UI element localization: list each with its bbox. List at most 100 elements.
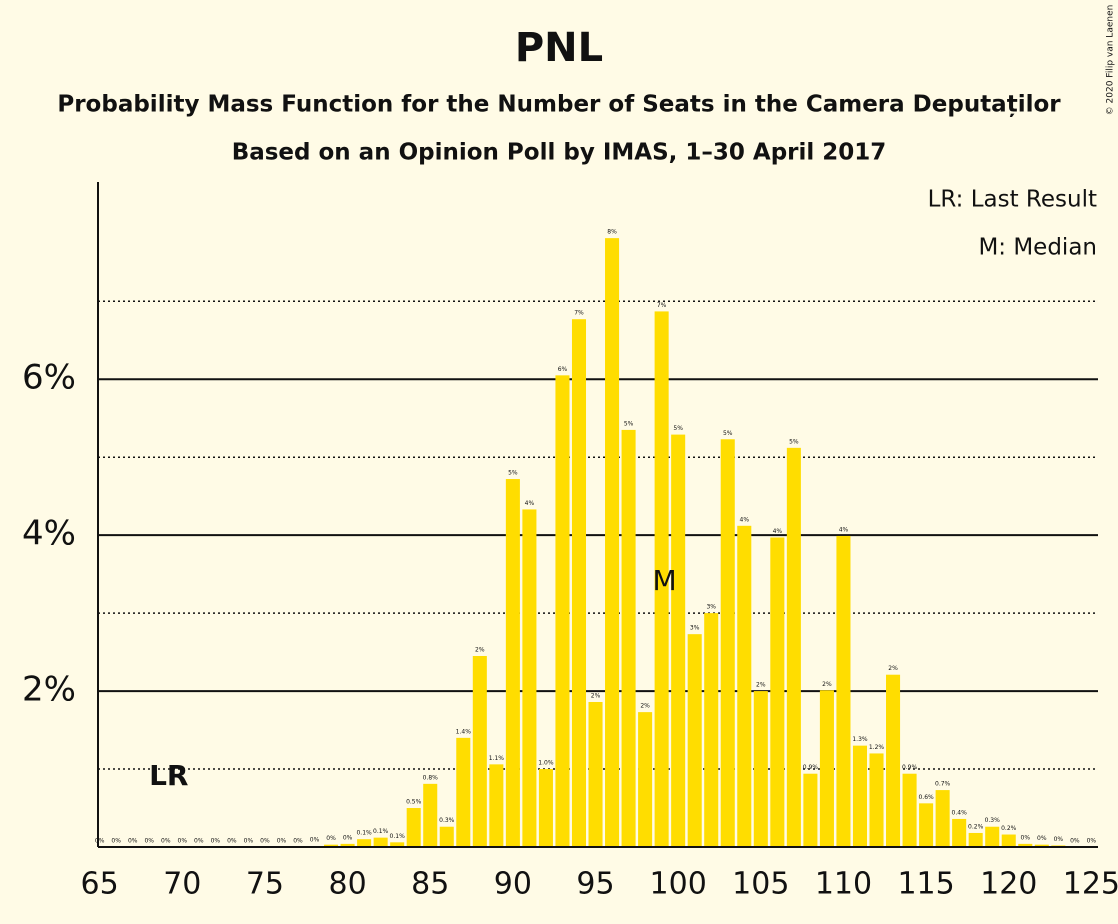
value-label: 0%	[293, 838, 303, 845]
bar	[836, 535, 851, 847]
value-label: 7%	[574, 310, 584, 317]
y-tick-label: 6%	[22, 358, 76, 398]
value-label: 0%	[310, 837, 320, 844]
value-label: 0%	[1021, 834, 1031, 841]
value-label: 0.5%	[406, 799, 422, 806]
x-tick-label: 80	[328, 867, 366, 902]
value-label: 5%	[723, 430, 733, 437]
bar	[373, 837, 388, 847]
y-tick-label: 2%	[22, 670, 76, 710]
value-label: 0%	[194, 838, 204, 845]
x-tick-label: 105	[732, 867, 789, 902]
bar	[1034, 844, 1049, 847]
value-label: 0%	[95, 838, 105, 845]
value-label: 0%	[161, 838, 171, 845]
bar	[638, 712, 653, 847]
value-label: 0%	[111, 838, 121, 845]
value-label: 1.1%	[489, 755, 505, 762]
y-tick-label: 4%	[22, 514, 76, 554]
bar	[522, 509, 537, 847]
x-tick-label: 85	[411, 867, 449, 902]
value-label: 2%	[822, 681, 832, 688]
bar	[1018, 843, 1033, 847]
value-label: 3%	[690, 625, 700, 632]
chart-title: PNL	[515, 25, 603, 71]
value-label: 0%	[144, 838, 154, 845]
bar	[968, 832, 983, 847]
bar	[952, 818, 967, 847]
value-label: 0%	[227, 838, 237, 845]
bar	[819, 690, 834, 847]
value-label: 0%	[178, 838, 188, 845]
bar	[340, 843, 355, 847]
x-tick-label: 125	[1063, 867, 1118, 902]
x-tick-label: 115	[897, 867, 954, 902]
bar	[390, 842, 405, 847]
bar	[571, 319, 587, 847]
bar	[770, 537, 785, 847]
value-label: 0%	[277, 838, 287, 845]
bar	[935, 790, 950, 847]
value-label: 5%	[673, 425, 683, 432]
bar	[737, 525, 752, 847]
value-label: 0%	[343, 834, 353, 841]
bar	[423, 783, 438, 847]
value-label: 0.9%	[803, 764, 819, 771]
value-label: 0.9%	[902, 764, 918, 771]
value-label: 0.7%	[935, 781, 951, 788]
x-tick-label: 75	[246, 867, 284, 902]
x-tick-label: 120	[980, 867, 1037, 902]
value-label: 4%	[740, 516, 750, 523]
value-label: 0.2%	[968, 823, 984, 830]
bar	[852, 745, 868, 847]
x-tick-label: 100	[650, 867, 707, 902]
value-label: 0.4%	[952, 809, 968, 816]
value-label: 0%	[260, 838, 270, 845]
bar	[505, 479, 520, 847]
value-label: 4%	[525, 500, 535, 507]
value-label: 4%	[773, 528, 783, 535]
bar	[902, 773, 917, 847]
chart-subtitle: Probability Mass Function for the Number…	[57, 92, 1061, 118]
bar	[489, 764, 504, 847]
value-label: 5%	[508, 470, 518, 477]
x-tick-label: 95	[576, 867, 614, 902]
value-label: 0.1%	[373, 828, 389, 835]
value-label: 0%	[128, 838, 138, 845]
legend-entry: M: Median	[978, 235, 1097, 261]
bar	[406, 808, 421, 847]
value-label: 0.3%	[439, 817, 455, 824]
bar	[324, 844, 339, 847]
bar	[538, 769, 553, 847]
bar	[621, 429, 636, 847]
bar	[753, 691, 768, 847]
annotation: LR	[149, 759, 188, 792]
value-label: 0%	[244, 838, 254, 845]
bar	[555, 375, 570, 847]
legend-entry: LR: Last Result	[928, 187, 1097, 213]
x-tick-label: 70	[163, 867, 201, 902]
value-label: 0.6%	[918, 794, 934, 801]
bar	[687, 634, 702, 847]
bar	[704, 613, 719, 847]
value-label: 1.2%	[869, 744, 885, 751]
value-label: 0%	[326, 835, 336, 842]
value-label: 5%	[789, 438, 799, 445]
bar	[803, 773, 818, 847]
x-tick-label: 110	[815, 867, 872, 902]
value-label: 0.1%	[390, 833, 406, 840]
value-label: 0%	[1054, 836, 1064, 843]
value-label: 0.1%	[356, 830, 372, 837]
value-label: 1.0%	[538, 760, 554, 767]
x-tick-label: 65	[81, 867, 119, 902]
value-label: 0.2%	[1001, 825, 1017, 832]
bar	[605, 238, 620, 848]
value-label: 4%	[839, 526, 849, 533]
value-label: 8%	[607, 229, 617, 236]
value-label: 0.3%	[985, 817, 1001, 824]
bar	[886, 674, 901, 847]
bar	[439, 826, 454, 847]
bar	[357, 839, 372, 847]
value-label: 2%	[888, 665, 898, 672]
